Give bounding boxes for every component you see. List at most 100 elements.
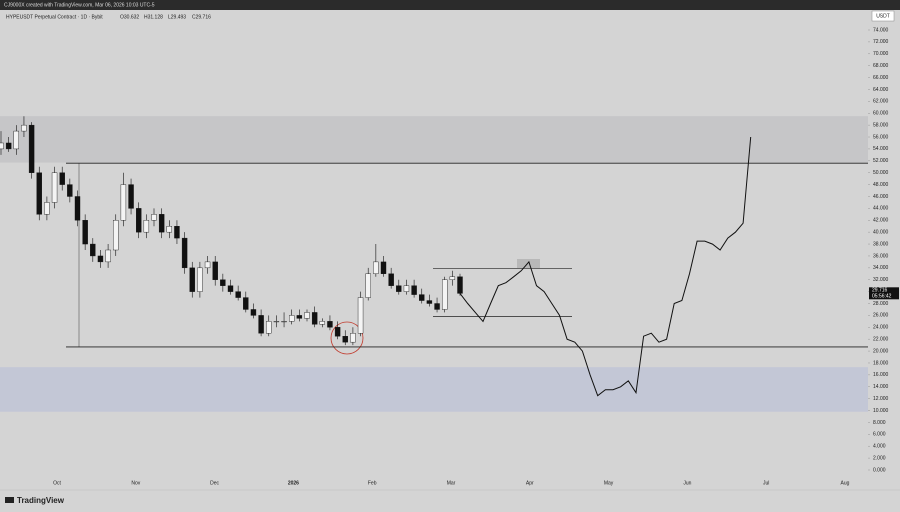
candle-body <box>357 297 364 334</box>
candle-body <box>74 196 81 221</box>
candle-body <box>304 312 310 319</box>
y-tick-label: 48.000 <box>873 182 889 188</box>
x-tick-label: Nov <box>131 480 140 486</box>
candle-body <box>411 285 417 295</box>
y-tick-label: 68.000 <box>873 63 889 69</box>
highlight-circle <box>330 321 364 355</box>
candle-body <box>419 294 425 301</box>
candle-body <box>334 327 341 337</box>
candle-body <box>220 279 226 286</box>
candle-body <box>426 300 433 304</box>
candle-body <box>44 202 50 215</box>
candle-body <box>174 226 180 239</box>
candle-body <box>266 321 272 334</box>
candle-body <box>105 249 111 263</box>
top-bar <box>0 0 900 10</box>
y-tick-label: 12.000 <box>873 396 889 402</box>
x-tick-label: 2026 <box>288 480 299 486</box>
candle-body <box>403 285 410 292</box>
candle-body <box>59 172 65 185</box>
y-tick-label: 38.000 <box>873 241 889 247</box>
candle-body <box>0 142 4 150</box>
y-tick-label: 52.000 <box>873 158 889 164</box>
candle-body <box>258 315 264 334</box>
candle-body <box>158 214 165 233</box>
y-tick-label: 58.000 <box>873 122 889 128</box>
candle-body <box>442 279 448 310</box>
candle-body <box>380 261 387 274</box>
last-price: 29.716 <box>872 288 888 294</box>
currency: USDT <box>876 13 890 19</box>
y-tick-label: 10.000 <box>873 408 889 414</box>
y-tick-label: 42.000 <box>873 218 889 224</box>
countdown: 05:56:42 <box>872 294 892 300</box>
candle-body <box>197 267 203 292</box>
y-tick-label: 64.000 <box>873 87 889 93</box>
brand: TradingView <box>17 496 65 505</box>
candle-body <box>296 315 303 319</box>
y-tick-label: 18.000 <box>873 360 889 366</box>
candle-body <box>289 315 295 322</box>
candle-body <box>21 124 27 132</box>
y-tick-label: 56.000 <box>873 134 889 140</box>
logo-mark <box>5 497 14 503</box>
candle-body <box>189 267 195 292</box>
candle-body <box>350 333 356 343</box>
candle-body <box>181 237 188 269</box>
ohlc-header: O30.632 H31.128 L29.493 C29.716 <box>120 14 211 20</box>
y-tick-label: 16.000 <box>873 372 889 378</box>
candle-body <box>113 220 119 251</box>
ohlc-value: L29.493 <box>168 14 186 20</box>
candle-body <box>90 243 96 257</box>
y-tick-label: 36.000 <box>873 253 889 259</box>
candle-body <box>319 321 325 325</box>
candle-body <box>28 124 35 173</box>
candle-body <box>51 172 58 203</box>
y-tick-label: 60.000 <box>873 111 889 117</box>
candle-body <box>120 184 127 221</box>
ohlc-value: H31.128 <box>144 14 163 20</box>
candle-body <box>327 321 333 328</box>
y-tick-label: 26.000 <box>873 313 889 319</box>
candle-body <box>396 285 402 292</box>
candle-body <box>166 226 173 233</box>
brand-logo: TradingView <box>5 496 65 505</box>
symbol-title: HYPEUSDT Perpetual Contract · 1D · Bybit <box>6 14 103 20</box>
candle-body <box>143 220 150 233</box>
candle-body <box>373 261 379 274</box>
candle-body <box>273 321 280 323</box>
y-tick-label: 28.000 <box>873 301 889 307</box>
candle-body <box>204 261 211 269</box>
y-tick-label: 20.000 <box>873 348 889 354</box>
y-tick-label: 14.000 <box>873 384 889 390</box>
candle-body <box>342 336 348 343</box>
y-tick-label: 44.000 <box>873 206 889 212</box>
y-tick-label: 50.000 <box>873 170 889 176</box>
y-tick-label: 74.000 <box>873 27 889 33</box>
x-tick-label: May <box>604 480 614 486</box>
y-tick-label: 40.000 <box>873 229 889 235</box>
candle-body <box>36 172 42 215</box>
candle-body <box>13 130 20 150</box>
y-tick-label: 34.000 <box>873 265 889 271</box>
y-tick-label: 24.000 <box>873 325 889 331</box>
y-tick-label: 0.000 <box>873 467 886 473</box>
candle-body <box>449 276 456 280</box>
candle-body <box>457 276 463 294</box>
candle-body <box>5 142 12 150</box>
x-tick-label: Feb <box>368 480 377 486</box>
watermark: CJ9000X created with TradingView.com, Ma… <box>4 2 155 8</box>
currency-box <box>871 10 895 22</box>
y-tick-label: 72.000 <box>873 39 889 45</box>
ohlc-value: C29.716 <box>192 14 211 20</box>
candle-body <box>311 312 318 325</box>
y-tick-label: 6.000 <box>873 432 886 438</box>
y-tick-label: 66.000 <box>873 75 889 81</box>
x-tick-label: Jun <box>683 480 691 486</box>
x-tick-label: Oct <box>53 480 61 486</box>
candle-body <box>434 303 440 310</box>
candle-body <box>235 291 241 298</box>
y-tick-label: 62.000 <box>873 99 889 105</box>
candle-body <box>250 309 257 316</box>
